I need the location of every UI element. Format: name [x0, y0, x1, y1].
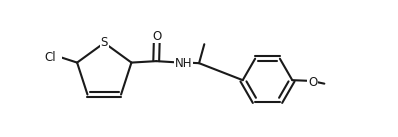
Text: O: O	[152, 30, 162, 43]
Text: O: O	[308, 76, 317, 89]
Text: NH: NH	[175, 57, 192, 70]
Text: Cl: Cl	[45, 51, 57, 64]
Text: S: S	[101, 36, 108, 49]
